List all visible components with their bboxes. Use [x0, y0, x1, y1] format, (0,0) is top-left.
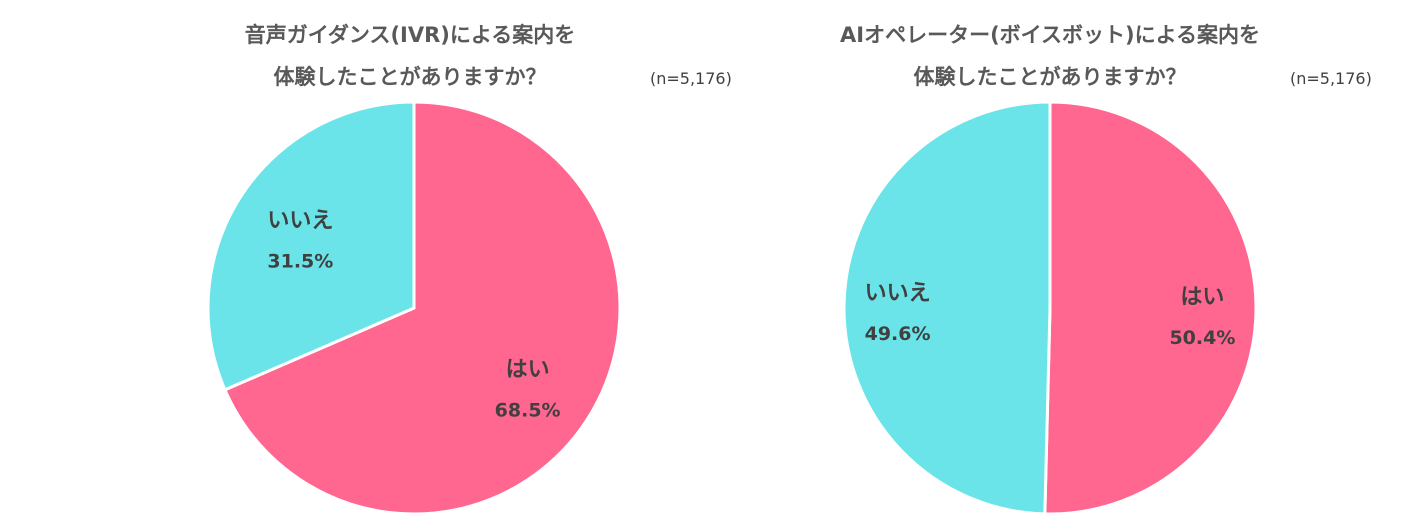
chart-title-line-1: 音声ガイダンス(IVR)による案内を [244, 23, 576, 47]
slice-value-label: 50.4% [1169, 327, 1235, 349]
pie-chart: はい 68.5% いいえ 31.5% [206, 100, 622, 516]
slice-category-label: はい [506, 358, 550, 383]
chart-title-line-2: 体験したことがありますか？ [273, 65, 547, 89]
pie-slice-yes [1043, 100, 1258, 516]
chart-title: AIオペレーター(ボイスボット)による案内を 体験したことがありますか？ [770, 14, 1330, 98]
slice-category-label: はい [1180, 285, 1224, 310]
sample-size-label: (n=5,176) [1290, 69, 1372, 88]
chart-voicebot: AIオペレーター(ボイスボット)による案内を 体験したことがありますか？ (n=… [760, 0, 1403, 522]
pie-chart: はい 50.4% いいえ 49.6% [842, 100, 1258, 516]
pie-slice-no [206, 100, 416, 392]
slice-value-label: 31.5% [267, 250, 333, 272]
chart-ivr: 音声ガイダンス(IVR)による案内を 体験したことがありますか？ (n=5,17… [150, 14, 732, 516]
sample-size-label: (n=5,176) [650, 69, 732, 88]
slice-value-label: 49.6% [865, 323, 931, 345]
chart-title-line-1: AIオペレーター(ボイスボット)による案内を [840, 23, 1260, 47]
slice-value-label: 68.5% [495, 400, 561, 422]
pie-slice-yes [222, 100, 622, 516]
slice-category-label: いいえ [267, 208, 333, 233]
chart-title: 音声ガイダンス(IVR)による案内を 体験したことがありますか？ [150, 14, 670, 98]
chart-title-line-2: 体験したことがありますか？ [913, 65, 1187, 89]
slice-category-label: いいえ [865, 281, 931, 306]
pie-slice-no [842, 100, 1052, 516]
